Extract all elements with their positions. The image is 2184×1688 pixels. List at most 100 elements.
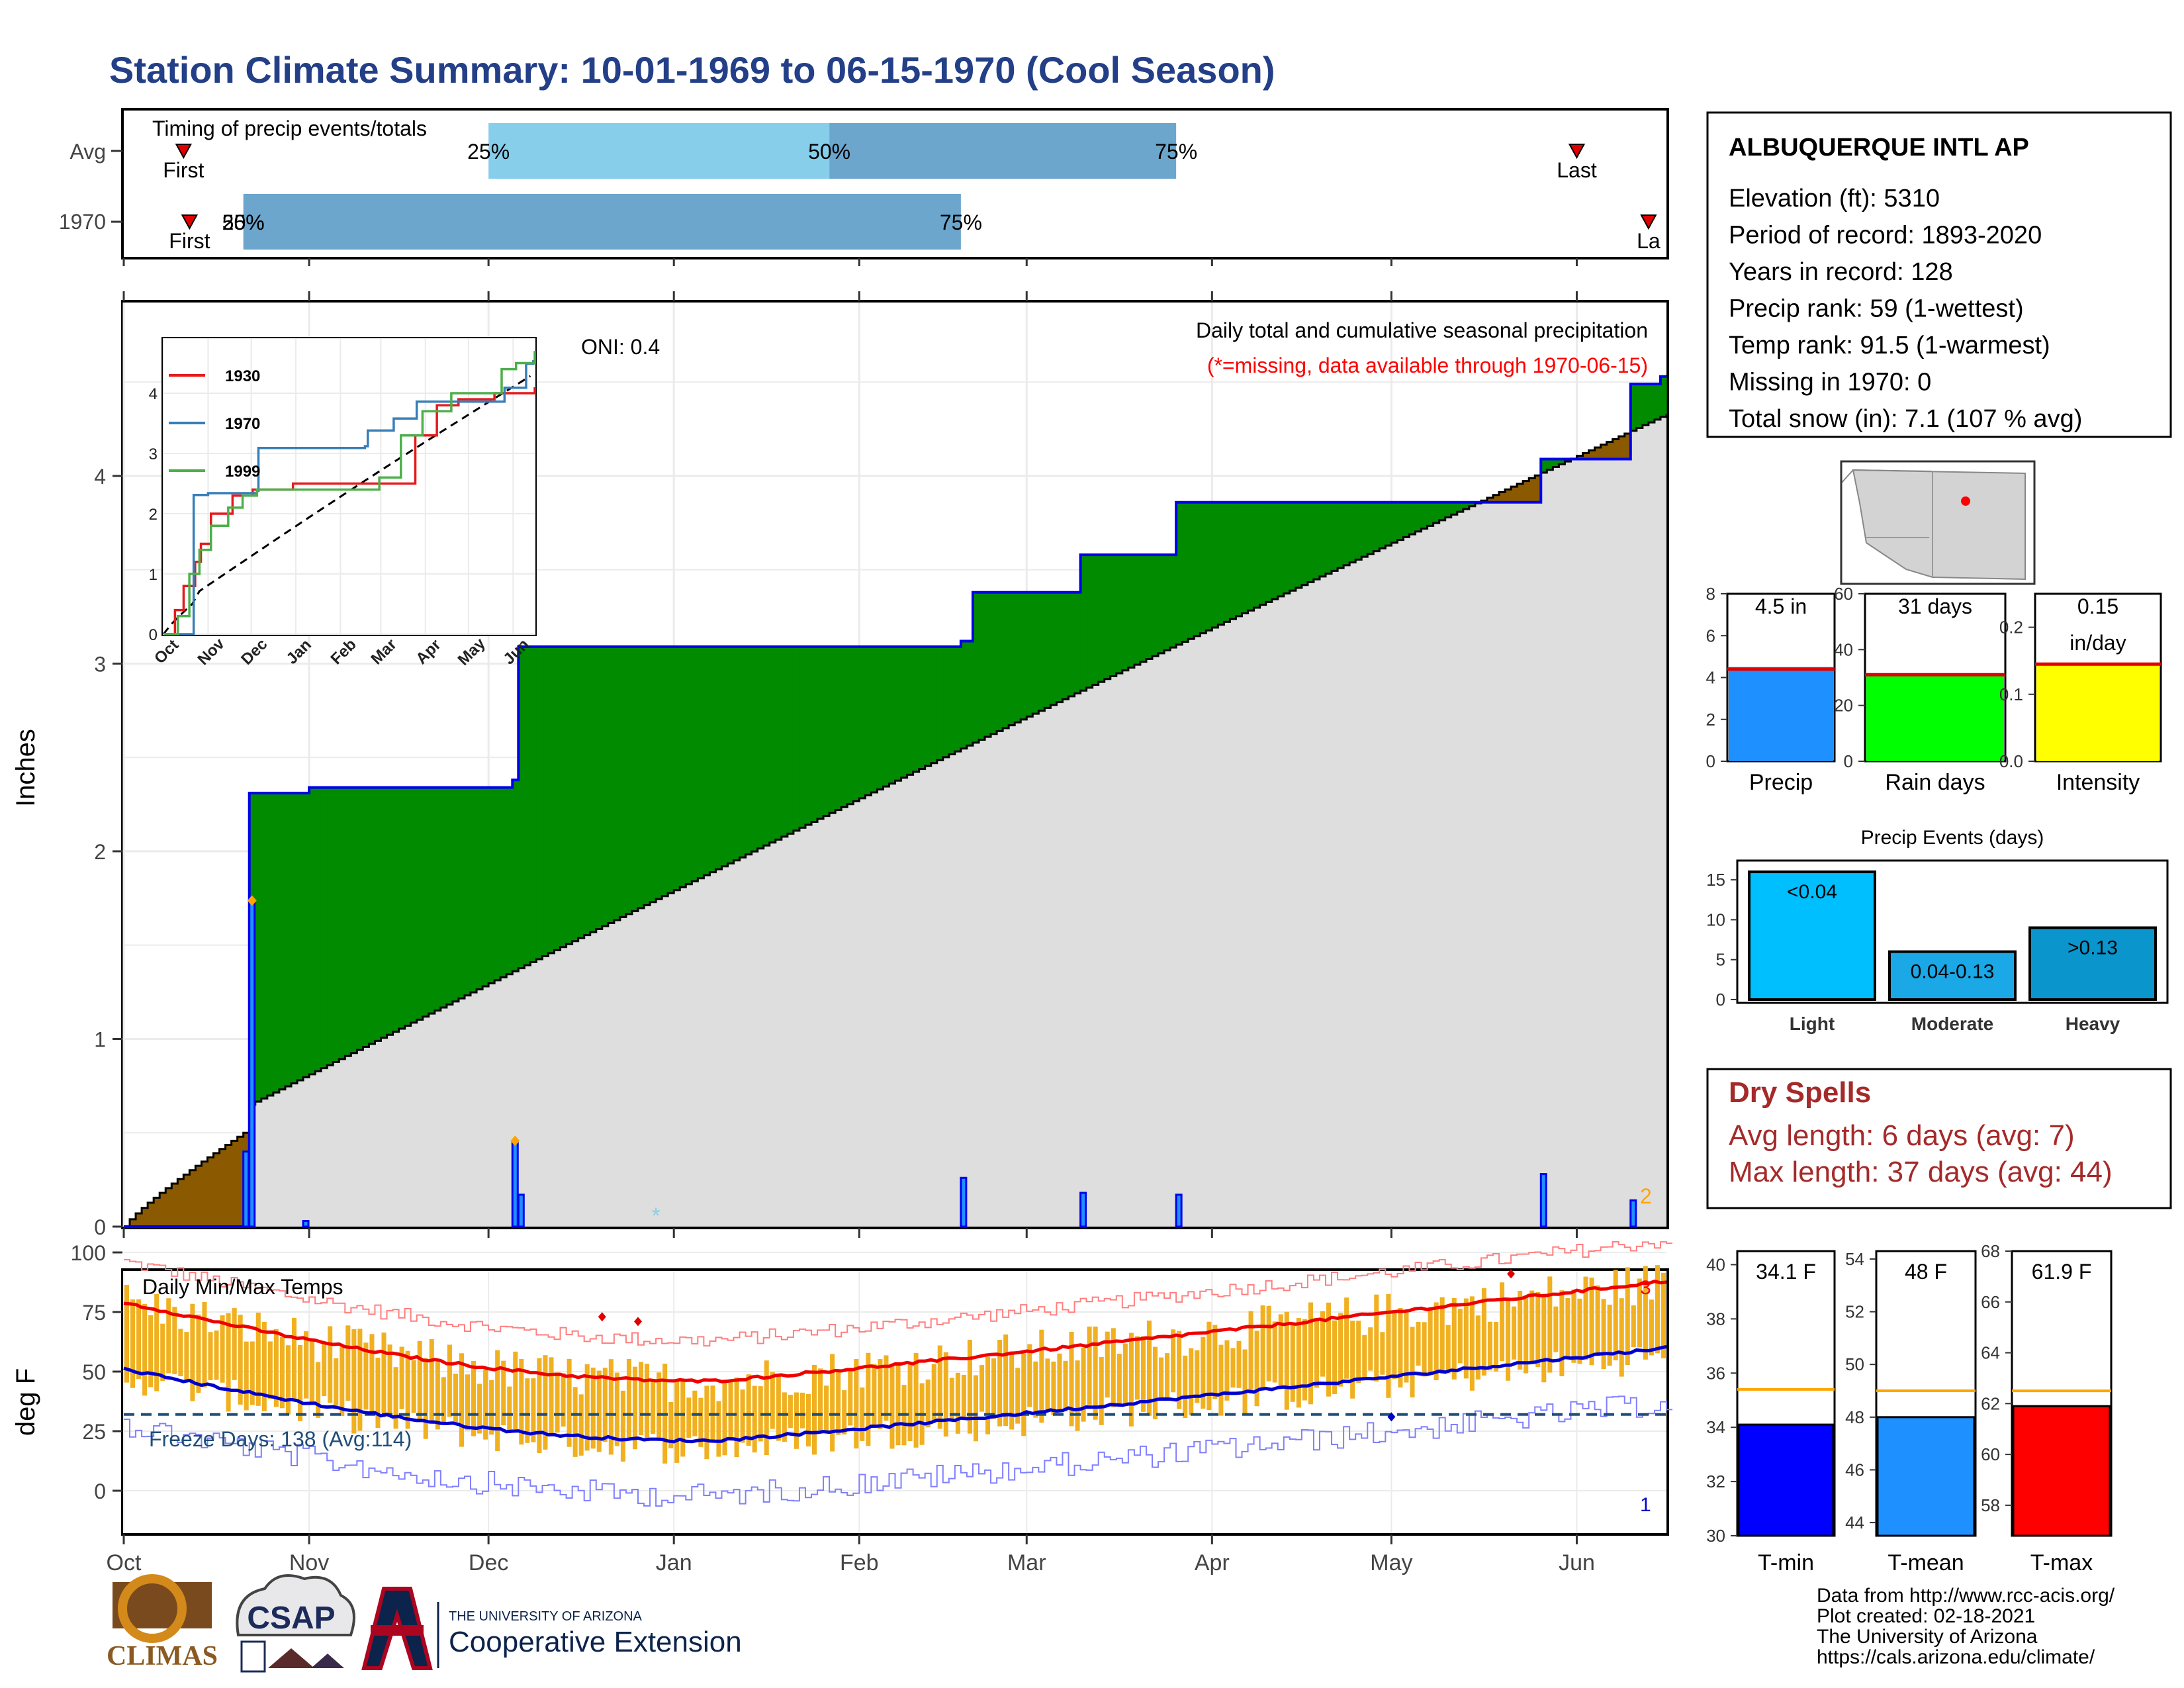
daily-temp-bar (202, 1301, 207, 1387)
x-month-label: Jun (1559, 1550, 1595, 1575)
surplus-area (548, 646, 555, 953)
main-y-tick-label: 4 (94, 465, 106, 489)
temp-tick-label: 46 (1845, 1460, 1864, 1479)
summary-tick-label: 0.1 (1999, 684, 2023, 704)
daily-precip-bar (1079, 1192, 1087, 1228)
summary-value-label: 4.5 in (1755, 594, 1807, 618)
daily-temp-bar (423, 1358, 428, 1439)
surplus-area (721, 646, 729, 867)
surplus-area (452, 787, 459, 1002)
surplus-area (357, 787, 363, 1051)
surplus-area (339, 787, 345, 1059)
daily-temp-bar (1475, 1315, 1480, 1380)
daily-temp-bar (507, 1386, 512, 1433)
daily-temp-bar (680, 1379, 686, 1457)
daily-temp-bar (686, 1397, 692, 1438)
daily-temp-bar (1116, 1354, 1122, 1407)
daily-temp-bar (154, 1293, 159, 1391)
x-month-label: Apr (1195, 1550, 1230, 1575)
surplus-area (351, 787, 357, 1053)
surplus-area (1021, 592, 1027, 720)
events-tick-label: 5 (1716, 950, 1725, 970)
svg-text:Data from http://www.rcc-acis.: Data from http://www.rcc-acis.org/ (1817, 1585, 2115, 1607)
avg-min-line (123, 1344, 1667, 1444)
daily-temp-bar (1105, 1331, 1110, 1398)
surplus-area (1122, 555, 1129, 671)
daily-temp-bar (1559, 1290, 1565, 1377)
ua-name: THE UNIVERSITY OF ARIZONA (449, 1609, 643, 1624)
daily-temp-bar (961, 1374, 966, 1417)
surplus-area (471, 787, 477, 993)
surplus-area (554, 646, 561, 951)
daily-temp-bar (590, 1367, 596, 1449)
daily-temp-bar (304, 1331, 309, 1399)
daily-temp-bar (1583, 1276, 1588, 1360)
daily-temp-bar (178, 1329, 183, 1377)
daily-temp-bar (1033, 1361, 1038, 1418)
surplus-area (1140, 555, 1147, 662)
daily-temp-bar (1506, 1299, 1511, 1381)
daily-temp-bar (285, 1345, 291, 1415)
daily-temp-bar (1242, 1349, 1248, 1415)
daily-temp-bar (1386, 1293, 1391, 1398)
daily-temp-bar (316, 1362, 321, 1418)
record-marker (510, 1135, 520, 1147)
daily-temp-bar (417, 1340, 422, 1419)
surplus-area (1642, 384, 1649, 426)
summary-axis-label: Intensity (2056, 770, 2140, 795)
surplus-area (1218, 502, 1225, 625)
daily-temp-bar (931, 1364, 936, 1422)
daily-temp-bar (1619, 1298, 1624, 1377)
daily-temp-bar (949, 1378, 954, 1420)
daily-temp-bar (1212, 1325, 1218, 1399)
x-month-label: Nov (289, 1550, 329, 1575)
surplus-area (674, 646, 680, 890)
deficit-area (195, 1166, 203, 1227)
surplus-area (1242, 502, 1249, 614)
daily-temp-bar (1111, 1328, 1116, 1408)
daily-temp-bar (967, 1339, 972, 1434)
daily-temp-bar (1356, 1321, 1361, 1383)
surplus-area (960, 641, 968, 749)
daily-temp-bar (196, 1314, 201, 1393)
temp-y-tick-label: 100 (71, 1241, 106, 1265)
surplus-area (871, 646, 878, 793)
count-label: 2 (1640, 1184, 1652, 1208)
surplus-area (727, 646, 735, 864)
surplus-area (578, 646, 585, 939)
daily-temp-bar (238, 1315, 243, 1405)
deficit-area (1576, 455, 1584, 459)
daily-precip-bar (1539, 1173, 1547, 1228)
surplus-area (488, 787, 495, 984)
daily-temp-bar (1278, 1314, 1283, 1386)
surplus-area (1158, 555, 1165, 653)
surplus-area (297, 793, 304, 1081)
surplus-area (327, 787, 334, 1066)
daily-temp-bar (1518, 1290, 1523, 1370)
university-of-arizona-logo (361, 1587, 439, 1670)
coop-extension: Cooperative Extension (449, 1626, 742, 1658)
surplus-area (446, 787, 453, 1005)
daily-temp-bar (1051, 1361, 1056, 1415)
temp-panel: 0 25 50 75 100 Daily Min/Max Temps Freeze Da… (11, 1241, 1673, 1544)
surplus-area (625, 646, 633, 914)
daily-temp-bar (848, 1369, 853, 1426)
surplus-area (1553, 459, 1559, 467)
temp-tick-label: 52 (1845, 1302, 1864, 1322)
temp-tick-label: 62 (1981, 1393, 2000, 1413)
daily-temp-bar (657, 1372, 662, 1438)
surplus-area (1003, 592, 1009, 728)
daily-temp-bar (740, 1389, 745, 1443)
surplus-area (1654, 384, 1661, 420)
daily-temp-bar (273, 1329, 279, 1407)
summary-tick-label: 8 (1706, 584, 1715, 604)
temp-tick-label: 38 (1706, 1309, 1725, 1329)
daily-temp-bar (997, 1339, 1003, 1427)
temp-summary-bar (1876, 1416, 1976, 1537)
daily-temp-bar (1224, 1340, 1230, 1401)
daily-precip-bar (248, 901, 256, 1228)
daily-temp-bar (232, 1308, 237, 1380)
daily-temp-bar (805, 1394, 811, 1447)
timing-percent-label: 50% (222, 211, 265, 234)
